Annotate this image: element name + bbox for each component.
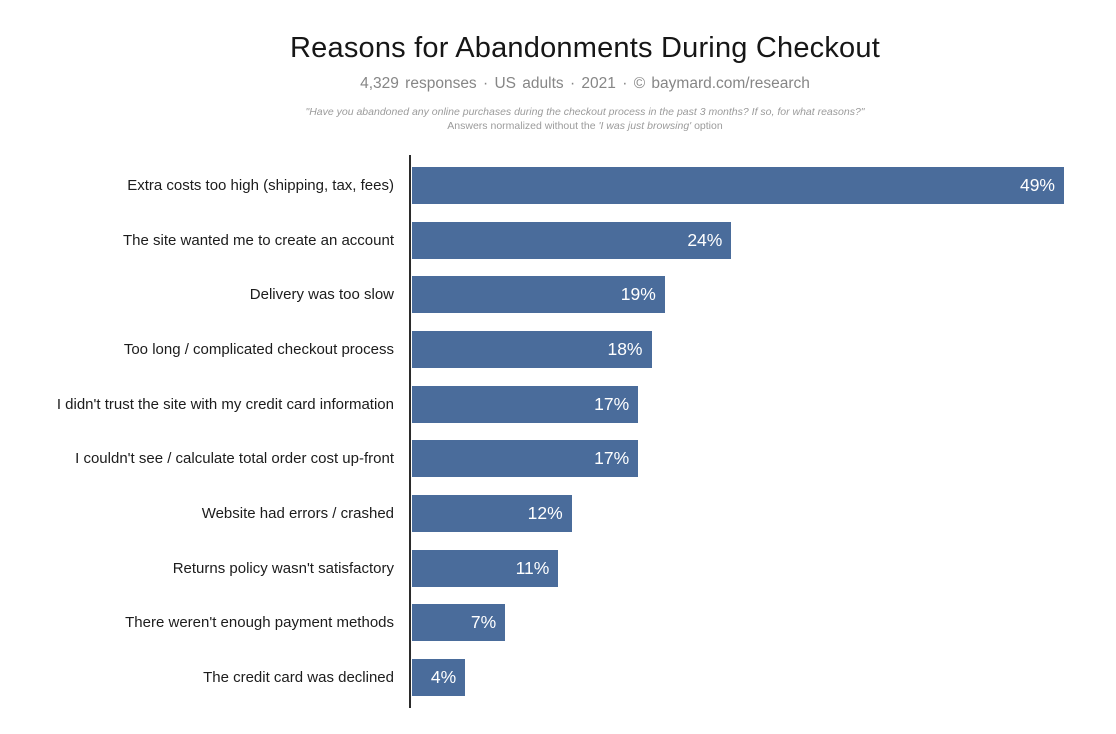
chart-subtitle: 4,329 responses · US adults · 2021 · © b… xyxy=(360,75,810,92)
bar-row: Website had errors / crashed 12% xyxy=(0,486,1116,541)
normalization-note-prefix: Answers normalized without the xyxy=(447,120,599,132)
bar-row: The site wanted me to create an account … xyxy=(0,213,1116,268)
category-label: There weren't enough payment methods xyxy=(125,614,394,632)
bar-value-label: 24% xyxy=(687,229,723,250)
chart-header: Reasons for Abandonments During Checkout… xyxy=(27,32,1116,133)
bar-value-label: 4% xyxy=(430,667,457,688)
bar-track: 7% xyxy=(410,604,1116,642)
bar-value-label: 19% xyxy=(620,284,656,305)
bar-row: Returns policy wasn't satisfactory 11% xyxy=(0,541,1116,596)
bar-row: The credit card was declined 4% xyxy=(0,650,1116,705)
category-label: I didn't trust the site with my credit c… xyxy=(56,395,394,413)
bar: 19% xyxy=(412,276,665,314)
bar: 12% xyxy=(412,494,572,532)
bar: 4% xyxy=(412,659,466,697)
bar-track: 12% xyxy=(410,494,1116,532)
bar-track: 18% xyxy=(410,330,1116,368)
normalization-note-suffix: option xyxy=(691,120,723,132)
category-label: The credit card was declined xyxy=(203,669,394,687)
category-label: I couldn't see / calculate total order c… xyxy=(75,450,394,468)
survey-note: "Have you abandoned any online purchases… xyxy=(27,105,1116,133)
bar-track: 24% xyxy=(410,221,1116,259)
chart-title: Reasons for Abandonments During Checkout xyxy=(290,32,880,64)
bar-chart: Extra costs too high (shipping, tax, fee… xyxy=(0,155,1116,708)
normalization-note-quoted: 'I was just browsing' xyxy=(598,120,692,132)
y-axis-line xyxy=(409,155,411,708)
category-label: Delivery was too slow xyxy=(249,286,394,304)
bar: 17% xyxy=(412,385,639,423)
bar-track: 19% xyxy=(410,276,1116,314)
bar-row: There weren't enough payment methods 7% xyxy=(0,596,1116,651)
bar-row: Extra costs too high (shipping, tax, fee… xyxy=(0,158,1116,213)
survey-question: "Have you abandoned any online purchases… xyxy=(305,106,865,118)
category-label: Returns policy wasn't satisfactory xyxy=(172,559,394,577)
bar-value-label: 11% xyxy=(515,557,550,578)
normalization-note: Answers normalized without the 'I was ju… xyxy=(27,119,1116,133)
bar: 18% xyxy=(412,330,652,368)
bar-row: Delivery was too slow 19% xyxy=(0,267,1116,322)
bar-track: 11% xyxy=(410,549,1116,587)
bar-track: 17% xyxy=(410,440,1116,478)
bar: 17% xyxy=(412,440,639,478)
bar-value-label: 7% xyxy=(470,612,497,633)
bar-value-label: 12% xyxy=(527,502,563,523)
bar-value-label: 17% xyxy=(594,393,630,414)
bar-value-label: 17% xyxy=(594,448,630,469)
bar-rows: Extra costs too high (shipping, tax, fee… xyxy=(0,158,1116,705)
category-label: The site wanted me to create an account xyxy=(123,231,394,249)
bar: 11% xyxy=(412,549,559,587)
bar-track: 49% xyxy=(410,166,1116,204)
bar-row: I couldn't see / calculate total order c… xyxy=(0,431,1116,486)
category-label: Extra costs too high (shipping, tax, fee… xyxy=(127,176,394,194)
bar-row: I didn't trust the site with my credit c… xyxy=(0,377,1116,432)
category-label: Too long / complicated checkout process xyxy=(123,340,394,358)
bar-value-label: 18% xyxy=(607,338,643,359)
bar-row: Too long / complicated checkout process … xyxy=(0,322,1116,377)
category-label: Website had errors / crashed xyxy=(201,504,394,522)
bar: 24% xyxy=(412,221,732,259)
bar: 49% xyxy=(412,166,1064,204)
bar-track: 17% xyxy=(410,385,1116,423)
bar-track: 4% xyxy=(410,659,1116,697)
bar-value-label: 49% xyxy=(1019,174,1055,195)
bar: 7% xyxy=(412,604,506,642)
